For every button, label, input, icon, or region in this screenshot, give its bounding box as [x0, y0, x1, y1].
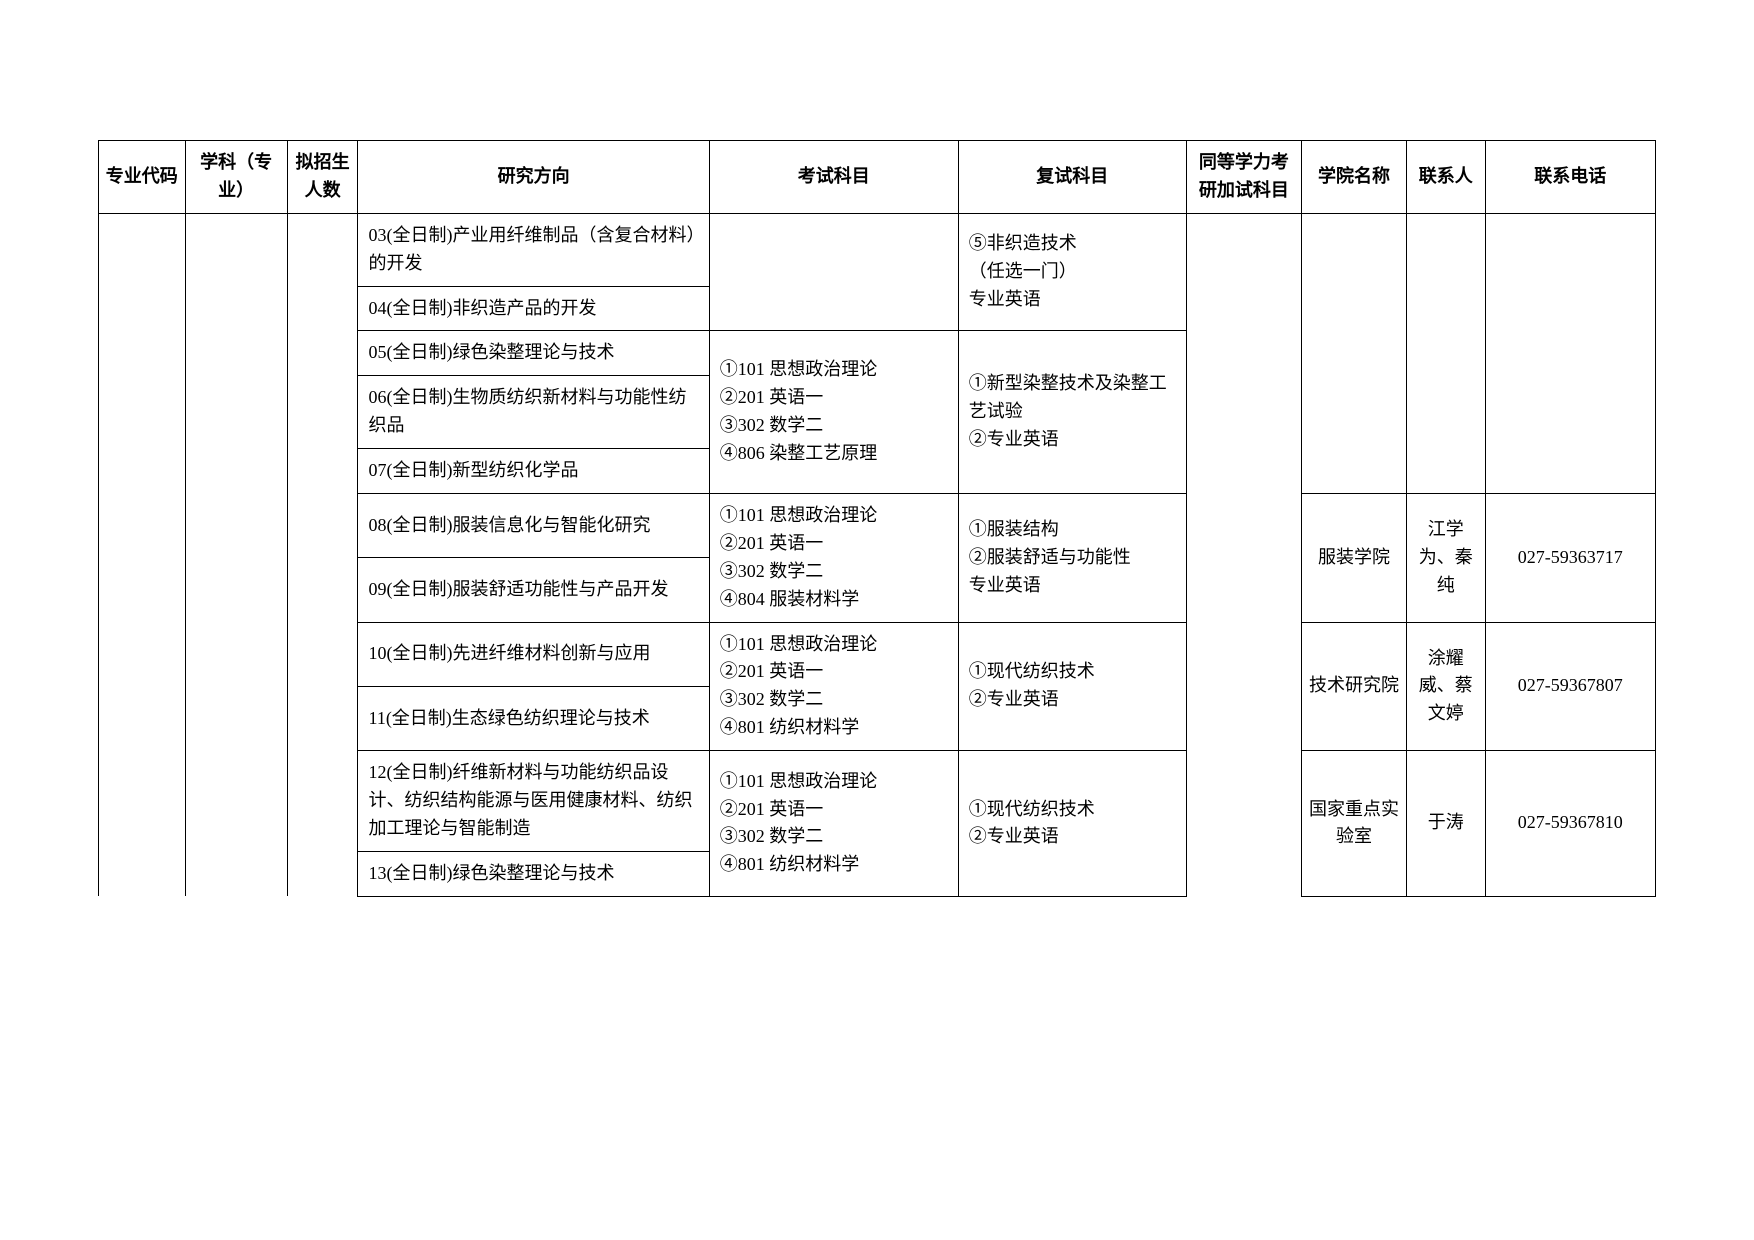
cell-exam: ①101 思想政治理论 ②201 英语一 ③302 数学二 ④801 纺织材料学 — [709, 622, 958, 751]
cell-phone: 027-59367807 — [1485, 622, 1655, 751]
cell-contact: 江学为、秦纯 — [1406, 494, 1485, 623]
header-subject: 学科（专业） — [185, 141, 287, 214]
cell-phone: 027-59367810 — [1485, 751, 1655, 897]
cell-direction: 03(全日制)产业用纤维制品（含复合材料）的开发 — [358, 213, 709, 286]
header-exam: 考试科目 — [709, 141, 958, 214]
cell-contact: 涂耀威、蔡文婷 — [1406, 622, 1485, 751]
header-contact: 联系人 — [1406, 141, 1485, 214]
cell-direction: 13(全日制)绿色染整理论与技术 — [358, 851, 709, 896]
cell-direction: 07(全日制)新型纺织化学品 — [358, 449, 709, 494]
cell-direction: 10(全日制)先进纤维材料创新与应用 — [358, 622, 709, 686]
cell-direction: 12(全日制)纤维新材料与功能纺织品设计、纺织结构能源与医用健康材料、纺织加工理… — [358, 751, 709, 852]
cell-phone — [1485, 213, 1655, 493]
cell-college: 服装学院 — [1302, 494, 1407, 623]
cell-direction: 04(全日制)非织造产品的开发 — [358, 286, 709, 331]
cell-college: 国家重点实验室 — [1302, 751, 1407, 897]
cell-exam: ①101 思想政治理论 ②201 英语一 ③302 数学二 ④801 纺织材料学 — [709, 751, 958, 897]
cell-exam — [709, 213, 958, 331]
cell-direction: 11(全日制)生态绿色纺织理论与技术 — [358, 686, 709, 750]
cell-quota — [287, 213, 358, 896]
header-quota: 拟招生人数 — [287, 141, 358, 214]
header-direction: 研究方向 — [358, 141, 709, 214]
cell-contact: 于涛 — [1406, 751, 1485, 897]
program-table: 专业代码 学科（专业） 拟招生人数 研究方向 考试科目 复试科目 同等学力考研加… — [98, 140, 1656, 897]
cell-contact — [1406, 213, 1485, 493]
header-code: 专业代码 — [99, 141, 186, 214]
table-row: 03(全日制)产业用纤维制品（含复合材料）的开发 ⑤非织造技术 （任选一门） 专… — [99, 213, 1656, 286]
header-phone: 联系电话 — [1485, 141, 1655, 214]
cell-college: 技术研究院 — [1302, 622, 1407, 751]
cell-direction: 09(全日制)服装舒适功能性与产品开发 — [358, 558, 709, 622]
cell-exam: ①101 思想政治理论 ②201 英语一 ③302 数学二 ④806 染整工艺原… — [709, 331, 958, 494]
cell-direction: 08(全日制)服装信息化与智能化研究 — [358, 494, 709, 558]
cell-direction: 06(全日制)生物质纺织新材料与功能性纺织品 — [358, 376, 709, 449]
header-row: 专业代码 学科（专业） 拟招生人数 研究方向 考试科目 复试科目 同等学力考研加… — [99, 141, 1656, 214]
cell-retest: ①现代纺织技术 ②专业英语 — [958, 751, 1186, 897]
header-college: 学院名称 — [1302, 141, 1407, 214]
header-extra: 同等学力考研加试科目 — [1186, 141, 1301, 214]
cell-retest: ①新型染整技术及染整工艺试验 ②专业英语 — [958, 331, 1186, 494]
cell-direction: 05(全日制)绿色染整理论与技术 — [358, 331, 709, 376]
cell-code — [99, 213, 186, 896]
cell-subject — [185, 213, 287, 896]
cell-exam: ①101 思想政治理论 ②201 英语一 ③302 数学二 ④804 服装材料学 — [709, 494, 958, 623]
cell-retest: ①服装结构 ②服装舒适与功能性 专业英语 — [958, 494, 1186, 623]
cell-extra — [1186, 213, 1301, 896]
cell-retest: ⑤非织造技术 （任选一门） 专业英语 — [958, 213, 1186, 331]
cell-retest: ①现代纺织技术 ②专业英语 — [958, 622, 1186, 751]
header-retest: 复试科目 — [958, 141, 1186, 214]
cell-phone: 027-59363717 — [1485, 494, 1655, 623]
cell-college — [1302, 213, 1407, 493]
